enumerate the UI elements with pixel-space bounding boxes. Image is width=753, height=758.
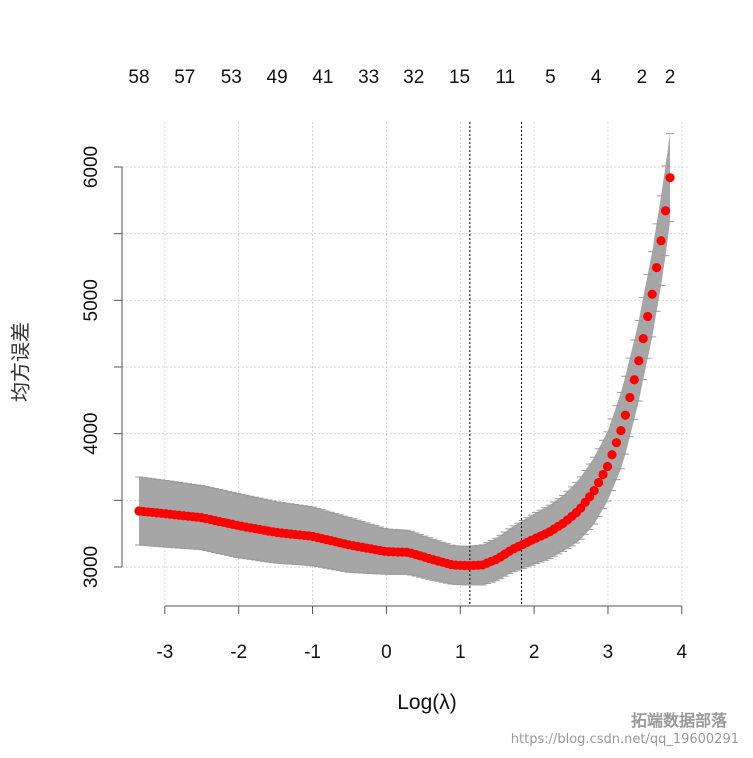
error-ribbon xyxy=(139,133,670,585)
grid-layer xyxy=(122,122,688,606)
mean-point xyxy=(660,206,671,216)
top-count-label: 57 xyxy=(174,67,195,88)
y-tick-label: 3000 xyxy=(81,546,102,588)
top-count-label: 33 xyxy=(358,67,379,88)
x-axis-title: Log(λ) xyxy=(397,691,457,714)
mean-point xyxy=(616,425,626,436)
top-count-label: 49 xyxy=(267,67,288,88)
mean-point xyxy=(656,236,666,246)
x-tick-label: 4 xyxy=(677,642,688,663)
mean-point xyxy=(634,356,644,366)
watermark-url: https://blog.csdn.net/qq_19600291 xyxy=(510,732,739,747)
y-tick-label: 5000 xyxy=(81,279,102,321)
y-tick-label: 4000 xyxy=(81,413,102,455)
mean-point xyxy=(611,438,622,448)
top-count-label: 58 xyxy=(128,67,149,88)
mean-point xyxy=(598,469,608,480)
mean-point xyxy=(665,173,675,183)
top-count-label: 15 xyxy=(449,67,470,88)
mean-point xyxy=(638,333,648,344)
error-bars-layer xyxy=(135,133,674,586)
top-count-label: 32 xyxy=(403,67,424,88)
axes-layer xyxy=(114,166,683,614)
mean-point xyxy=(629,375,639,385)
x-tick-label: 2 xyxy=(529,642,540,663)
watermark-brand: 拓端数据部落 xyxy=(630,711,727,730)
y-axis-title: 均方误差 xyxy=(9,322,33,402)
top-count-label: 2 xyxy=(637,67,648,88)
x-tick-label: -2 xyxy=(230,642,247,663)
mean-point xyxy=(594,477,604,488)
mean-point xyxy=(625,392,635,403)
x-tick-label: 3 xyxy=(603,642,614,663)
labels-layer: -3 -2 -1 0 1 2 3 4 3000 4000 5000 6000 58 57 53 49 41 33 3… xyxy=(9,67,688,714)
mean-point xyxy=(652,262,662,273)
mean-point xyxy=(607,450,617,460)
top-count-label: 2 xyxy=(665,67,676,88)
mean-points-layer xyxy=(134,173,675,571)
mean-point xyxy=(589,486,599,496)
mean-point xyxy=(602,461,613,472)
x-tick-label: -1 xyxy=(304,642,321,663)
error-ribbon-layer xyxy=(139,133,670,585)
top-count-label: 5 xyxy=(545,67,556,88)
x-tick-label: 1 xyxy=(455,642,466,663)
y-tick-label: 6000 xyxy=(81,146,102,188)
top-count-label: 53 xyxy=(221,67,242,88)
mean-point xyxy=(620,410,630,420)
mean-point xyxy=(647,289,657,299)
x-tick-label: -3 xyxy=(156,642,173,663)
mean-point xyxy=(643,311,653,322)
top-count-label: 11 xyxy=(495,67,515,88)
top-count-label: 4 xyxy=(591,67,602,88)
lambda-lines-layer xyxy=(469,122,523,606)
top-count-label: 41 xyxy=(312,67,333,88)
x-tick-label: 0 xyxy=(381,642,392,663)
